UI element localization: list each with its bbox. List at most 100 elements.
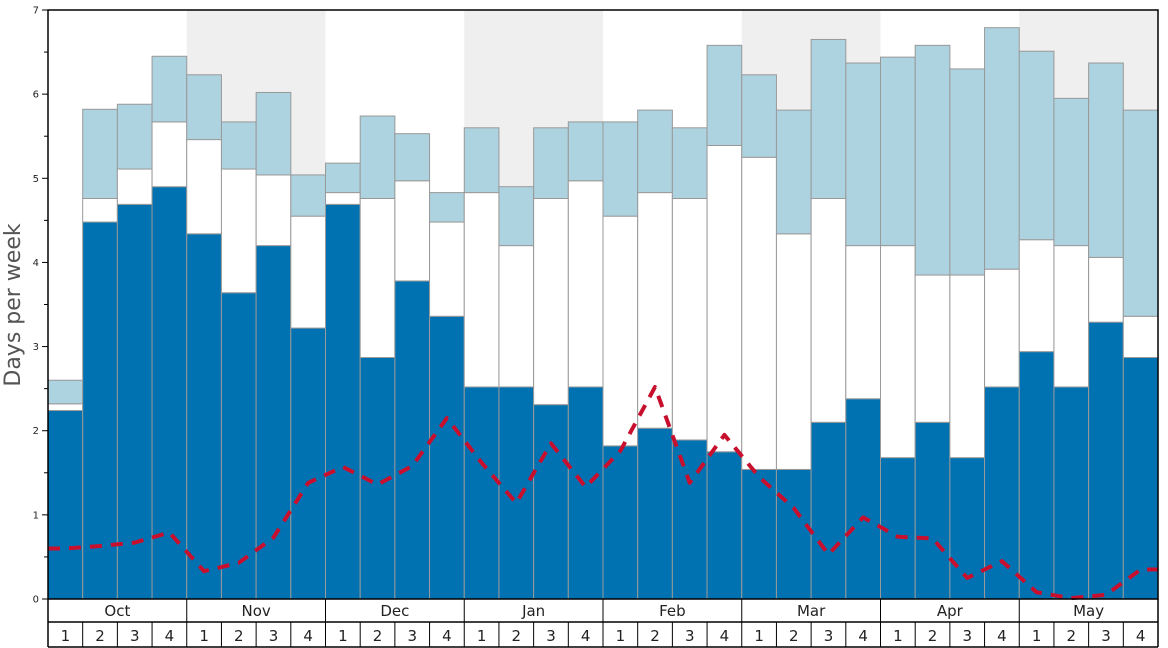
bar-segment-3 [984,27,1020,270]
bar-segment-2 [1018,239,1055,353]
y-tick-label: 2 [33,426,39,437]
bar-segment-2 [325,192,361,205]
week-label: 2 [789,627,799,645]
week-label: 1 [616,627,626,645]
bar-segment-1 [637,427,673,600]
bar-segment-3 [567,121,604,182]
bars [47,27,1159,600]
bar-segment-1 [810,421,847,600]
bar-segment-1 [533,404,569,600]
bar-segment-3 [706,44,743,146]
bar-segment-1 [602,445,639,600]
bar-segment-2 [671,197,708,441]
bar-segment-3 [810,38,847,199]
bar-segment-3 [637,109,673,194]
bar-segment-3 [220,121,257,170]
week-label: 4 [858,627,868,645]
bar-segment-1 [82,221,118,600]
week-label: 1 [61,627,71,645]
bar-segment-2 [1122,315,1159,359]
bar-segment-3 [533,127,569,199]
bar-segment-3 [82,108,118,199]
y-tick-label: 3 [33,342,39,353]
bar-segment-2 [394,180,431,282]
bar-segment-1 [255,245,292,600]
week-label: 2 [1067,627,1077,645]
bar-segment-1 [429,315,465,600]
y-axis-title: Days per week [1,223,26,386]
week-label: 1 [477,627,487,645]
month-label: Feb [659,602,686,620]
bar-segment-1 [325,203,361,600]
month-label: May [1073,602,1104,620]
week-label: 2 [650,627,660,645]
bar-segment-1 [775,468,812,600]
week-label: 2 [928,627,938,645]
plot-frame [47,9,1159,600]
bar-segment-3 [671,127,708,199]
bar-segment-3 [949,68,986,276]
bar-segment-3 [1053,97,1090,247]
month-label: Mar [797,602,826,620]
bar-segment-3 [116,103,153,170]
y-tick-label: 1 [33,510,39,521]
bar-segment-2 [498,245,535,388]
y-tick-label: 7 [33,6,39,17]
bar-segment-1 [394,280,431,600]
week-label: 1 [754,627,764,645]
bar-segment-3 [255,91,292,176]
bar-segment-2 [949,274,986,459]
bar-segment-2 [151,121,188,188]
y-tick-label: 6 [33,90,39,101]
month-label: Jan [521,602,545,620]
bar-segment-1 [220,292,257,600]
y-tick-label: 0 [33,595,39,606]
bar-segment-2 [47,403,84,412]
bar-segment-3 [359,115,396,199]
bar-segment-3 [845,62,881,247]
week-label: 3 [269,627,279,645]
bar-segment-3 [741,74,777,158]
week-label: 3 [407,627,417,645]
week-label: 4 [581,627,591,645]
bar-segment-2 [810,197,847,423]
bar-segment-1 [116,203,153,600]
bar-segment-3 [1088,62,1124,258]
bar-segment-1 [498,386,535,600]
x-axis: Oct Nov Dec Jan Feb Mar Apr May 1 2 3 4 1 2 3 4 1 2 3 4 1 2 3 4… [47,599,1159,648]
bar-segment-3 [1018,50,1055,241]
y-axis: 0 1 2 3 4 5 6 7 [33,6,48,606]
bar-segment-3 [602,121,639,217]
bar-segment-2 [290,215,326,329]
bar-segment-1 [567,386,604,600]
bar-segment-2 [463,192,500,388]
week-label: 3 [824,627,834,645]
week-label: 4 [997,627,1007,645]
bar-segment-1 [1018,351,1055,600]
bar-segment-3 [498,186,535,247]
week-label: 4 [1136,627,1146,645]
bar-segment-2 [220,168,257,294]
bar-segment-3 [463,127,500,194]
bar-segment-1 [151,186,188,600]
bar-segment-2 [880,245,916,459]
bar-segment-3 [186,74,222,141]
week-label: 1 [199,627,209,645]
week-label: 1 [893,627,903,645]
bar-segment-2 [914,274,951,423]
bar-segment-3 [394,133,431,182]
week-label: 3 [130,627,140,645]
bar-segment-2 [1053,245,1090,388]
week-label: 3 [546,627,556,645]
week-label: 2 [512,627,522,645]
week-label: 4 [165,627,175,645]
bar-segment-3 [914,44,951,276]
week-label: 4 [720,627,730,645]
bar-segment-3 [325,162,361,194]
bar-segment-3 [429,192,465,223]
week-label: 4 [303,627,313,645]
bar-segment-2 [775,233,812,470]
bar-segment-1 [1088,321,1124,600]
bar-segment-2 [1088,256,1124,323]
